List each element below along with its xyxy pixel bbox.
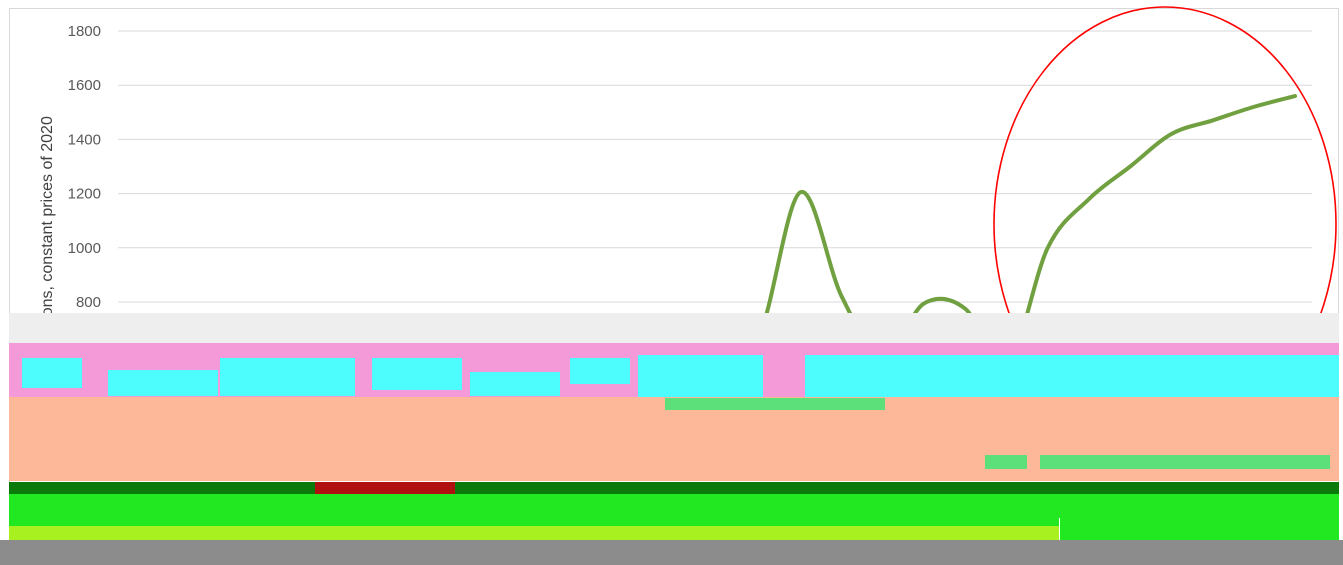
y-tick-label: 1400 [68, 131, 101, 148]
glitch-cyan-block [220, 358, 355, 396]
gridlines [118, 30, 1312, 357]
glitch-lime-band [9, 526, 1059, 540]
glitch-light-green-band [1060, 510, 1339, 540]
y-tick-label: 1800 [68, 23, 101, 40]
y-axis-title: Millions, constant prices of 2020 [39, 116, 56, 344]
y-tick-label: 1600 [68, 77, 101, 94]
glitch-cyan-block [470, 372, 560, 396]
glitch-green-strip [985, 455, 1027, 469]
glitch-green-strip [1040, 455, 1330, 469]
glitch-cyan-block [22, 358, 82, 388]
glitch-cyan-block [108, 370, 218, 396]
y-tick-label: 800 [76, 294, 101, 311]
glitch-grey-bottom [0, 540, 1343, 565]
glitch-grey-band [9, 313, 1339, 343]
glitch-cyan-block [638, 355, 763, 397]
glitch-cyan-block [570, 358, 630, 384]
glitch-red-block [315, 482, 455, 494]
y-tick-label: 1000 [68, 240, 101, 257]
glitch-green-strip [665, 398, 885, 410]
glitch-dark-green-band [9, 482, 1339, 494]
glitch-cyan-block [372, 358, 462, 390]
glitch-cyan-block [805, 355, 1339, 397]
y-tick-label: 1200 [68, 186, 101, 203]
